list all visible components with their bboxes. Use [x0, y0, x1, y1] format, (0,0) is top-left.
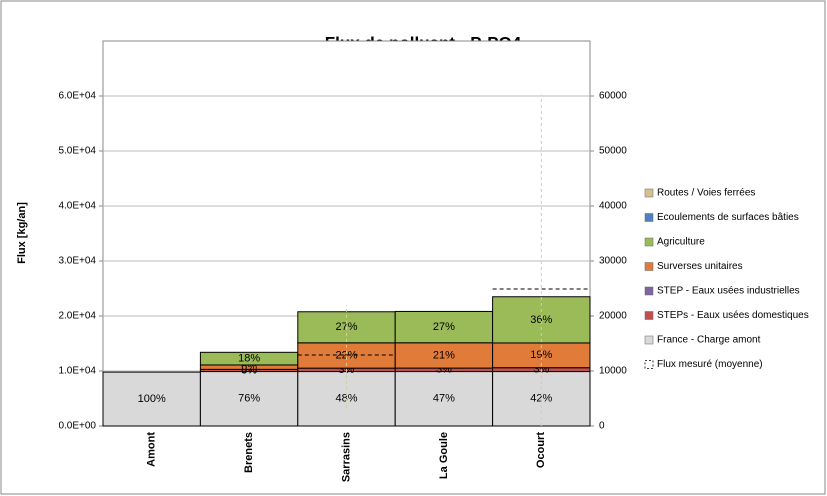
bar-segment — [394, 310, 494, 344]
x-tick-label: La Goule — [438, 432, 450, 479]
y-axis-label: Flux [kg/an] — [16, 202, 28, 264]
segment-label: 42% — [530, 393, 552, 405]
bar-segment — [492, 371, 591, 427]
segment-label: 21% — [433, 349, 455, 361]
legend-label: Agriculture — [657, 237, 705, 248]
segment-label: 19% — [530, 349, 552, 361]
legend-label: Ecoulements de surfaces bâties — [657, 212, 799, 223]
y2-tick-label: 60000 — [599, 91, 627, 102]
segment-label: 27% — [433, 321, 455, 333]
legend-swatch — [644, 286, 654, 296]
y2-tick-label: 30000 — [599, 256, 627, 267]
segment-label: 100% — [138, 393, 166, 405]
segment-label: 48% — [335, 393, 357, 405]
y2-tick-label: 40000 — [599, 201, 627, 212]
y-tick-label: 1.0E+04 — [58, 366, 96, 377]
legend-label: France - Charge amont — [657, 335, 761, 346]
bar-segment — [394, 371, 494, 427]
legend-swatch — [644, 360, 654, 369]
x-tick-label: Ocourt — [535, 432, 547, 468]
legend-label: Routes / Voies ferrées — [657, 188, 755, 199]
segment-label: 47% — [433, 393, 455, 405]
legend-swatch — [644, 311, 654, 320]
x-tick-label: Sarrasins — [340, 432, 352, 482]
bar-segment — [199, 371, 299, 427]
bar-segment — [297, 371, 396, 427]
y-tick-label: 6.0E+04 — [58, 91, 96, 102]
y-tick-label: 2.0E+04 — [58, 311, 96, 322]
y2-tick-label: 0 — [599, 421, 605, 432]
y-tick-label: 3.0E+04 — [58, 256, 96, 267]
legend-swatch — [644, 213, 654, 222]
y-tick-label: 0.0E+00 — [58, 421, 96, 432]
y-tick-label: 4.0E+04 — [58, 201, 96, 212]
y2-tick-label: 50000 — [599, 146, 627, 157]
legend-swatch — [644, 188, 654, 198]
legend-label: STEP - Eaux usées industrielles — [657, 286, 800, 297]
legend-swatch — [644, 237, 654, 247]
legend-swatch — [644, 335, 654, 345]
y-tick-label: 5.0E+04 — [58, 146, 96, 157]
segment-label: 36% — [530, 314, 552, 326]
y2-tick-label: 20000 — [599, 311, 627, 322]
legend-label: Surverses unitaires — [657, 261, 743, 272]
segment-label: 76% — [238, 393, 260, 405]
segment-label: 18% — [238, 353, 260, 365]
legend-label: Flux mesuré (moyenne) — [657, 359, 763, 370]
y2-tick-label: 10000 — [599, 366, 627, 377]
x-tick-label: Amont — [146, 432, 158, 467]
segment-label: 22% — [335, 349, 357, 361]
x-tick-label: Brenets — [243, 432, 255, 473]
legend-label: STEPs - Eaux usées domestiques — [657, 310, 809, 321]
legend-swatch — [644, 262, 654, 271]
